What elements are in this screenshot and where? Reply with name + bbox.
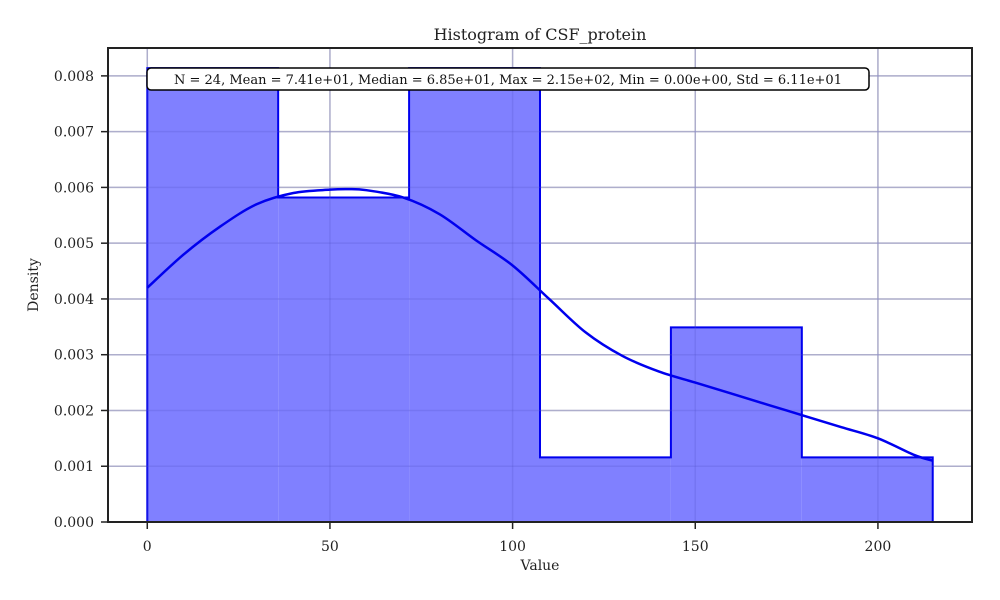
x-tick-label: 200 — [865, 539, 892, 555]
histogram-bar — [409, 68, 540, 523]
kde-curve — [146, 187, 934, 462]
histogram-bar — [801, 457, 933, 522]
stats-annotation: N = 24, Mean = 7.41e+01, Median = 6.85e+… — [146, 67, 870, 91]
x-tick-label: 0 — [143, 539, 152, 555]
y-tick-label: 0.008 — [54, 69, 94, 85]
x-axis-label: Value — [520, 558, 560, 574]
y-tick-label: 0.002 — [54, 403, 94, 419]
y-tick-label: 0.001 — [54, 459, 94, 475]
x-tick-label: 50 — [321, 539, 339, 555]
histogram-bar — [670, 327, 802, 522]
chart-title: Histogram of CSF_protein — [434, 25, 647, 44]
histogram-bar — [540, 457, 671, 522]
y-tick-label: 0.005 — [54, 236, 94, 252]
y-tick-label: 0.003 — [54, 348, 94, 364]
plot-frame — [107, 47, 973, 523]
x-tick-label: 150 — [682, 539, 709, 555]
y-axis-label: Density — [26, 258, 42, 312]
kde-layer — [146, 187, 934, 462]
bars-layer — [108, 48, 972, 523]
y-tick-label: 0.006 — [54, 180, 94, 196]
histogram-bar — [147, 68, 279, 523]
stats-annotation-text: N = 24, Mean = 7.41e+01, Median = 6.85e+… — [174, 73, 842, 88]
histogram-bar — [278, 197, 410, 523]
y-tick-label: 0.007 — [54, 125, 94, 141]
x-tick-label: 100 — [499, 539, 526, 555]
y-tick-label: 0.000 — [54, 515, 94, 531]
axes-layer — [107, 47, 973, 523]
stats-annotation-box — [146, 67, 870, 91]
ticks-layer: 0 50 100 150 200 0.000 0.001 0.002 0.003 0.004 0.0… — [54, 69, 891, 555]
y-tick-label: 0.004 — [54, 292, 94, 308]
